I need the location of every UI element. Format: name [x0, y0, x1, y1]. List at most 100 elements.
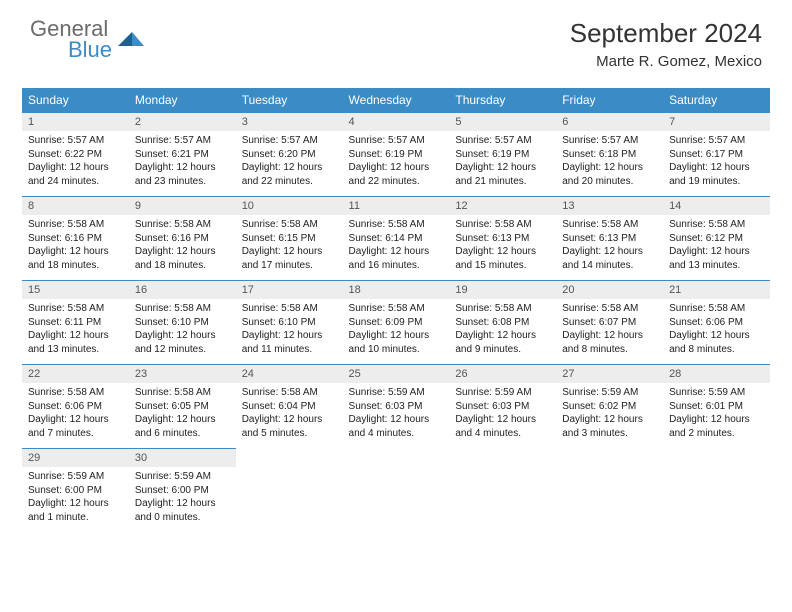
day-body: Sunrise: 5:59 AMSunset: 6:01 PMDaylight:… — [663, 383, 770, 448]
sunset-line: Sunset: 6:06 PM — [669, 316, 764, 330]
day-body: Sunrise: 5:57 AMSunset: 6:22 PMDaylight:… — [22, 131, 129, 196]
weekday-header: Tuesday — [236, 88, 343, 113]
daylight-line: Daylight: 12 hours and 8 minutes. — [669, 329, 764, 356]
calendar-cell: 10Sunrise: 5:58 AMSunset: 6:15 PMDayligh… — [236, 197, 343, 281]
calendar-row: 29Sunrise: 5:59 AMSunset: 6:00 PMDayligh… — [22, 449, 770, 533]
daylight-line: Daylight: 12 hours and 9 minutes. — [455, 329, 550, 356]
calendar-row: 22Sunrise: 5:58 AMSunset: 6:06 PMDayligh… — [22, 365, 770, 449]
day-body: Sunrise: 5:58 AMSunset: 6:15 PMDaylight:… — [236, 215, 343, 280]
sunrise-line: Sunrise: 5:58 AM — [135, 302, 230, 316]
day-body: Sunrise: 5:58 AMSunset: 6:16 PMDaylight:… — [22, 215, 129, 280]
day-number: 15 — [22, 281, 129, 299]
calendar-cell: 5Sunrise: 5:57 AMSunset: 6:19 PMDaylight… — [449, 113, 556, 197]
calendar-cell: 3Sunrise: 5:57 AMSunset: 6:20 PMDaylight… — [236, 113, 343, 197]
day-number: 1 — [22, 113, 129, 131]
sunset-line: Sunset: 6:14 PM — [349, 232, 444, 246]
daylight-line: Daylight: 12 hours and 4 minutes. — [349, 413, 444, 440]
day-body: Sunrise: 5:57 AMSunset: 6:19 PMDaylight:… — [343, 131, 450, 196]
day-body: Sunrise: 5:59 AMSunset: 6:00 PMDaylight:… — [22, 467, 129, 532]
sunset-line: Sunset: 6:22 PM — [28, 148, 123, 162]
daylight-line: Daylight: 12 hours and 24 minutes. — [28, 161, 123, 188]
calendar-cell: 15Sunrise: 5:58 AMSunset: 6:11 PMDayligh… — [22, 281, 129, 365]
sunset-line: Sunset: 6:13 PM — [562, 232, 657, 246]
day-number: 2 — [129, 113, 236, 131]
weekday-header: Sunday — [22, 88, 129, 113]
sunrise-line: Sunrise: 5:58 AM — [455, 302, 550, 316]
sunset-line: Sunset: 6:16 PM — [28, 232, 123, 246]
day-body: Sunrise: 5:58 AMSunset: 6:10 PMDaylight:… — [129, 299, 236, 364]
day-number: 27 — [556, 365, 663, 383]
sunrise-line: Sunrise: 5:57 AM — [669, 134, 764, 148]
calendar-cell: 2Sunrise: 5:57 AMSunset: 6:21 PMDaylight… — [129, 113, 236, 197]
calendar-table: SundayMondayTuesdayWednesdayThursdayFrid… — [22, 88, 770, 532]
sunset-line: Sunset: 6:05 PM — [135, 400, 230, 414]
calendar-cell: 16Sunrise: 5:58 AMSunset: 6:10 PMDayligh… — [129, 281, 236, 365]
sunset-line: Sunset: 6:16 PM — [135, 232, 230, 246]
calendar-row: 8Sunrise: 5:58 AMSunset: 6:16 PMDaylight… — [22, 197, 770, 281]
calendar-cell: 23Sunrise: 5:58 AMSunset: 6:05 PMDayligh… — [129, 365, 236, 449]
day-number: 25 — [343, 365, 450, 383]
sunset-line: Sunset: 6:21 PM — [135, 148, 230, 162]
day-body: Sunrise: 5:57 AMSunset: 6:21 PMDaylight:… — [129, 131, 236, 196]
daylight-line: Daylight: 12 hours and 15 minutes. — [455, 245, 550, 272]
day-number: 23 — [129, 365, 236, 383]
day-number: 12 — [449, 197, 556, 215]
sunrise-line: Sunrise: 5:59 AM — [28, 470, 123, 484]
day-body: Sunrise: 5:58 AMSunset: 6:13 PMDaylight:… — [556, 215, 663, 280]
sunrise-line: Sunrise: 5:59 AM — [349, 386, 444, 400]
sunset-line: Sunset: 6:19 PM — [349, 148, 444, 162]
daylight-line: Daylight: 12 hours and 11 minutes. — [242, 329, 337, 356]
calendar-cell: 4Sunrise: 5:57 AMSunset: 6:19 PMDaylight… — [343, 113, 450, 197]
calendar-cell: 14Sunrise: 5:58 AMSunset: 6:12 PMDayligh… — [663, 197, 770, 281]
day-number: 17 — [236, 281, 343, 299]
sunset-line: Sunset: 6:19 PM — [455, 148, 550, 162]
calendar-cell — [663, 449, 770, 533]
day-body: Sunrise: 5:57 AMSunset: 6:19 PMDaylight:… — [449, 131, 556, 196]
daylight-line: Daylight: 12 hours and 17 minutes. — [242, 245, 337, 272]
day-body: Sunrise: 5:58 AMSunset: 6:08 PMDaylight:… — [449, 299, 556, 364]
sunset-line: Sunset: 6:10 PM — [242, 316, 337, 330]
calendar-cell: 11Sunrise: 5:58 AMSunset: 6:14 PMDayligh… — [343, 197, 450, 281]
sunrise-line: Sunrise: 5:58 AM — [242, 386, 337, 400]
calendar-cell: 27Sunrise: 5:59 AMSunset: 6:02 PMDayligh… — [556, 365, 663, 449]
daylight-line: Daylight: 12 hours and 16 minutes. — [349, 245, 444, 272]
daylight-line: Daylight: 12 hours and 23 minutes. — [135, 161, 230, 188]
sunrise-line: Sunrise: 5:58 AM — [28, 218, 123, 232]
sunrise-line: Sunrise: 5:59 AM — [455, 386, 550, 400]
calendar-cell: 18Sunrise: 5:58 AMSunset: 6:09 PMDayligh… — [343, 281, 450, 365]
weekday-header: Saturday — [663, 88, 770, 113]
day-body: Sunrise: 5:59 AMSunset: 6:00 PMDaylight:… — [129, 467, 236, 532]
calendar-cell: 9Sunrise: 5:58 AMSunset: 6:16 PMDaylight… — [129, 197, 236, 281]
sunrise-line: Sunrise: 5:58 AM — [242, 218, 337, 232]
day-number: 26 — [449, 365, 556, 383]
calendar-cell: 29Sunrise: 5:59 AMSunset: 6:00 PMDayligh… — [22, 449, 129, 533]
weekday-header: Monday — [129, 88, 236, 113]
sunrise-line: Sunrise: 5:58 AM — [349, 302, 444, 316]
day-number: 29 — [22, 449, 129, 467]
day-number: 24 — [236, 365, 343, 383]
day-number: 13 — [556, 197, 663, 215]
daylight-line: Daylight: 12 hours and 4 minutes. — [455, 413, 550, 440]
sunset-line: Sunset: 6:00 PM — [135, 484, 230, 498]
calendar-cell: 24Sunrise: 5:58 AMSunset: 6:04 PMDayligh… — [236, 365, 343, 449]
calendar-cell — [236, 449, 343, 533]
calendar-cell: 30Sunrise: 5:59 AMSunset: 6:00 PMDayligh… — [129, 449, 236, 533]
day-number: 18 — [343, 281, 450, 299]
day-body: Sunrise: 5:59 AMSunset: 6:03 PMDaylight:… — [449, 383, 556, 448]
title-block: September 2024 Marte R. Gomez, Mexico — [570, 18, 762, 70]
logo-text-block: General Blue — [30, 18, 112, 61]
calendar-cell: 6Sunrise: 5:57 AMSunset: 6:18 PMDaylight… — [556, 113, 663, 197]
day-number: 19 — [449, 281, 556, 299]
daylight-line: Daylight: 12 hours and 21 minutes. — [455, 161, 550, 188]
calendar-cell — [449, 449, 556, 533]
day-number: 11 — [343, 197, 450, 215]
sunrise-line: Sunrise: 5:57 AM — [349, 134, 444, 148]
calendar-cell: 26Sunrise: 5:59 AMSunset: 6:03 PMDayligh… — [449, 365, 556, 449]
day-body: Sunrise: 5:58 AMSunset: 6:04 PMDaylight:… — [236, 383, 343, 448]
day-number: 16 — [129, 281, 236, 299]
sunset-line: Sunset: 6:02 PM — [562, 400, 657, 414]
day-body: Sunrise: 5:58 AMSunset: 6:05 PMDaylight:… — [129, 383, 236, 448]
calendar-body: 1Sunrise: 5:57 AMSunset: 6:22 PMDaylight… — [22, 113, 770, 533]
sunrise-line: Sunrise: 5:58 AM — [669, 218, 764, 232]
sunset-line: Sunset: 6:00 PM — [28, 484, 123, 498]
